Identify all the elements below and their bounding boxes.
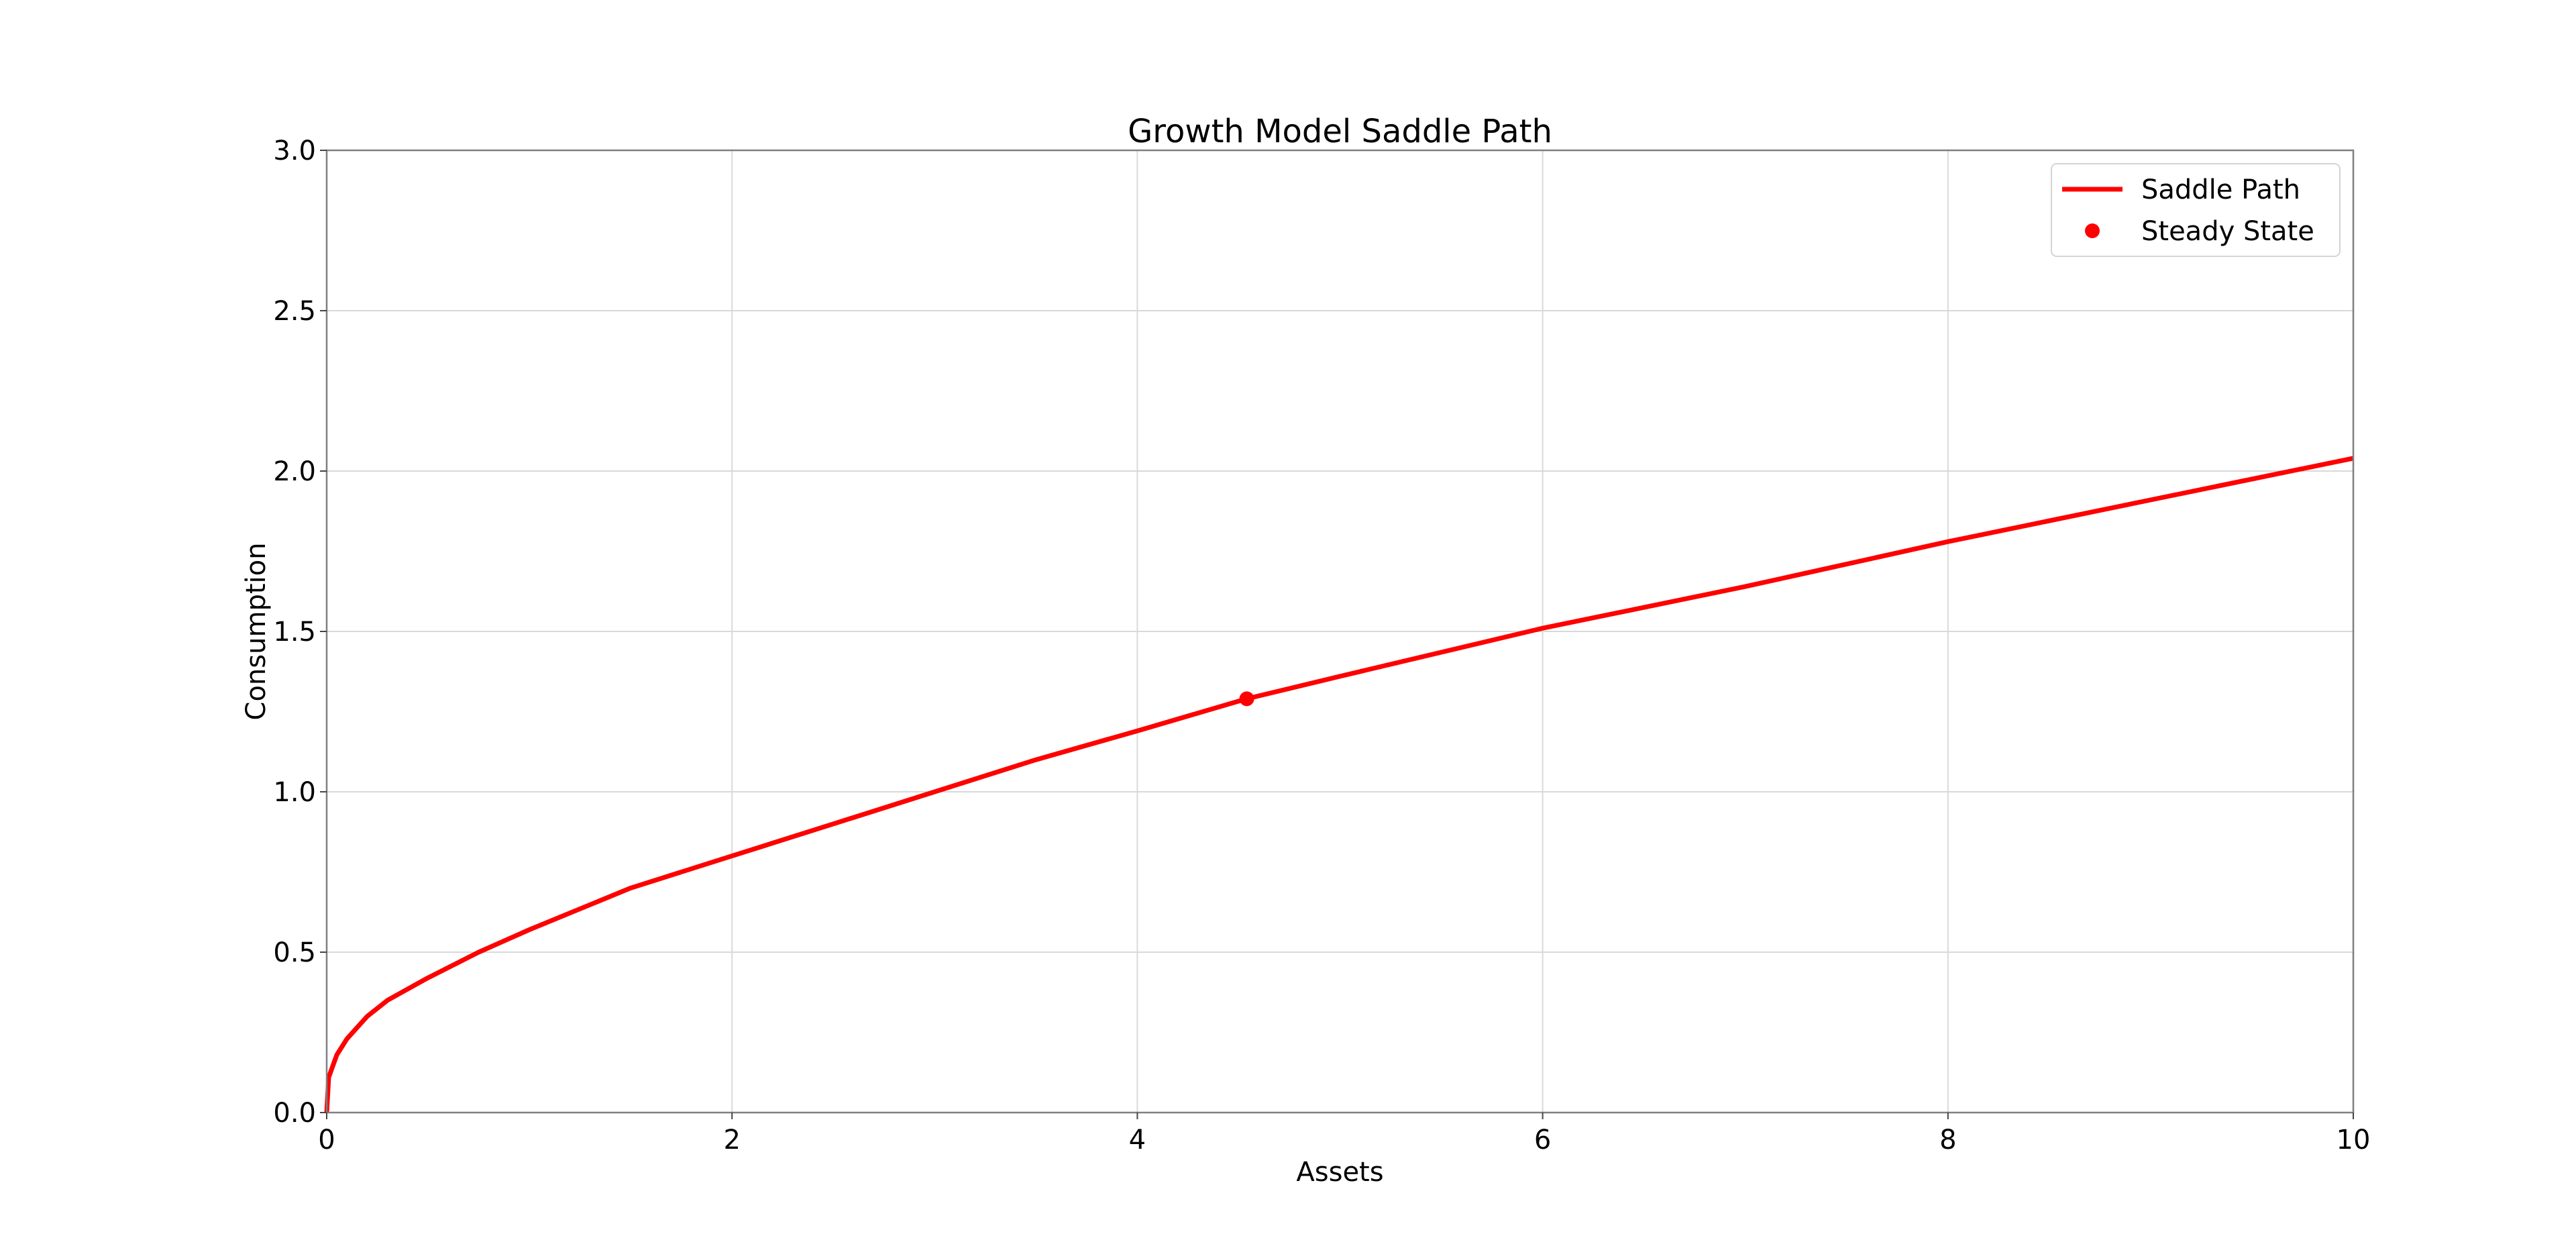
x-tick-label: 4 [1129,1125,1146,1155]
grid-layer [327,150,2353,1113]
y-tick-label: 1.5 [273,617,316,648]
legend-label: Saddle Path [2141,174,2300,205]
saddle-path-line [324,456,2354,1113]
y-tick-label: 0.5 [273,937,316,968]
x-tick-label: 6 [1534,1125,1551,1155]
tick-layer: 0 2 4 6 8 10 0.0 0.5 1.0 1.5 2.0 2.5 3.0 [273,136,2370,1155]
x-axis-label: Assets [1296,1157,1383,1188]
y-tick-label: 2.5 [273,296,316,327]
x-tick-label: 0 [318,1125,335,1155]
series-layer [324,456,2354,1113]
legend: Saddle Path Steady State [2051,163,2341,257]
x-tick-label: 2 [723,1125,740,1155]
y-tick-label: 2.0 [273,456,316,487]
y-tick-label: 1.0 [273,777,316,808]
legend-box [2051,163,2341,257]
x-tick-label: 10 [2337,1125,2371,1155]
y-axis-label: Consumption [241,543,272,721]
chart-title: Growth Model Saddle Path [1128,113,1552,150]
legend-label: Steady State [2141,216,2314,247]
y-tick-label: 3.0 [273,136,316,166]
x-tick-label: 8 [1939,1125,1956,1155]
legend-marker-swatch [2085,223,2100,238]
steady-state-point [1239,691,1254,707]
y-tick-label: 0.0 [273,1098,316,1129]
